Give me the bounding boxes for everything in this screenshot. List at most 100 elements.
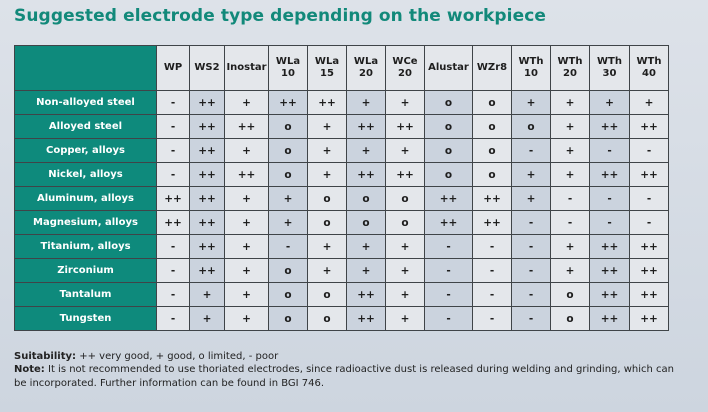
rating-cell: ++ [156, 186, 190, 211]
row-label: Tungsten [14, 306, 157, 331]
rating-cell: + [224, 234, 269, 259]
rating-cell: + [307, 258, 347, 283]
rating-cell: + [511, 186, 551, 211]
rating-cell: ++ [629, 114, 669, 139]
rating-cell: - [424, 306, 473, 331]
column-header: WLa 10 [268, 45, 308, 91]
rating-cell: ++ [424, 210, 473, 235]
rating-cell: ++ [189, 234, 225, 259]
rating-cell: ++ [224, 114, 269, 139]
page-title: Suggested electrode type depending on th… [14, 6, 547, 26]
rating-cell: - [511, 282, 551, 307]
rating-cell: ++ [346, 282, 386, 307]
rating-cell: - [156, 90, 190, 115]
rating-cell: ++ [629, 282, 669, 307]
row-label: Magnesium, alloys [14, 210, 157, 235]
rating-cell: + [550, 114, 590, 139]
rating-cell: - [550, 210, 590, 235]
legend: Suitability: ++ very good, + good, o lim… [14, 350, 674, 390]
rating-cell: o [424, 138, 473, 163]
column-header: WS2 [189, 45, 225, 91]
rating-cell: - [511, 210, 551, 235]
rating-cell: + [224, 282, 269, 307]
rating-cell: + [307, 138, 347, 163]
rating-cell: ++ [629, 306, 669, 331]
rating-cell: - [511, 306, 551, 331]
column-header: WLa 15 [307, 45, 347, 91]
rating-cell: ++ [589, 282, 630, 307]
column-header: WZr8 [472, 45, 512, 91]
table-row: Non-alloyed steel - ++ + ++ ++ + + o o + + + + [14, 90, 669, 115]
table-row: Tungsten - + + o o ++ + - - - o ++ ++ [14, 306, 669, 331]
table-row: Aluminum, alloys ++ ++ + + o o o ++ ++ + - - - [14, 186, 669, 211]
rating-cell: ++ [589, 114, 630, 139]
rating-cell: ++ [189, 210, 225, 235]
rating-cell: + [268, 210, 308, 235]
rating-cell: - [472, 258, 512, 283]
rating-cell: o [385, 186, 425, 211]
row-label: Zirconium [14, 258, 157, 283]
table-row: Copper, alloys - ++ + o + + + o o - + - - [14, 138, 669, 163]
rating-cell: ++ [307, 90, 347, 115]
rating-cell: - [156, 258, 190, 283]
rating-cell: o [424, 90, 473, 115]
rating-cell: - [156, 114, 190, 139]
rating-cell: ++ [346, 306, 386, 331]
row-label: Nickel, alloys [14, 162, 157, 187]
column-header: WCe 20 [385, 45, 425, 91]
column-header: Inostar [224, 45, 269, 91]
rating-cell: - [472, 306, 512, 331]
rating-cell: - [156, 306, 190, 331]
row-label: Copper, alloys [14, 138, 157, 163]
row-label: Titanium, alloys [14, 234, 157, 259]
row-label: Non-alloyed steel [14, 90, 157, 115]
rating-cell: o [307, 282, 347, 307]
rating-cell: + [385, 90, 425, 115]
rating-cell: ++ [589, 258, 630, 283]
rating-cell: ++ [189, 138, 225, 163]
rating-cell: + [629, 90, 669, 115]
rating-cell: + [589, 90, 630, 115]
rating-cell: o [268, 306, 308, 331]
rating-cell: ++ [189, 186, 225, 211]
rating-cell: + [385, 234, 425, 259]
rating-cell: o [346, 186, 386, 211]
rating-cell: + [307, 114, 347, 139]
rating-cell: + [346, 234, 386, 259]
rating-cell: ++ [189, 258, 225, 283]
row-label: Tantalum [14, 282, 157, 307]
rating-cell: ++ [189, 90, 225, 115]
rating-cell: o [268, 114, 308, 139]
rating-cell: - [629, 186, 669, 211]
rating-cell: - [156, 138, 190, 163]
rating-cell: + [385, 258, 425, 283]
column-header: Alustar [424, 45, 473, 91]
rating-cell: + [511, 162, 551, 187]
note-label: Note: [14, 364, 45, 376]
rating-cell: ++ [629, 162, 669, 187]
rating-cell: - [550, 186, 590, 211]
rating-cell: o [424, 162, 473, 187]
rating-cell: - [156, 162, 190, 187]
rating-cell: + [189, 282, 225, 307]
rating-cell: - [589, 186, 630, 211]
table-row: Titanium, alloys - ++ + - + + + - - - + ++ ++ [14, 234, 669, 259]
row-label: Alloyed steel [14, 114, 157, 139]
rating-cell: o [268, 282, 308, 307]
rating-cell: ++ [589, 162, 630, 187]
rating-cell: + [224, 90, 269, 115]
rating-cell: + [224, 306, 269, 331]
column-header: WTh 20 [550, 45, 590, 91]
rating-cell: ++ [346, 114, 386, 139]
rating-cell: + [346, 90, 386, 115]
rating-cell: + [385, 306, 425, 331]
table-row: Zirconium - ++ + o + + + - - - + ++ ++ [14, 258, 669, 283]
rating-cell: ++ [385, 114, 425, 139]
rating-cell: o [472, 114, 512, 139]
rating-cell: - [424, 258, 473, 283]
rating-cell: + [550, 162, 590, 187]
rating-cell: + [346, 258, 386, 283]
rating-cell: o [472, 90, 512, 115]
rating-cell: ++ [268, 90, 308, 115]
note-text: It is not recommended to use thoriated e… [14, 364, 675, 389]
